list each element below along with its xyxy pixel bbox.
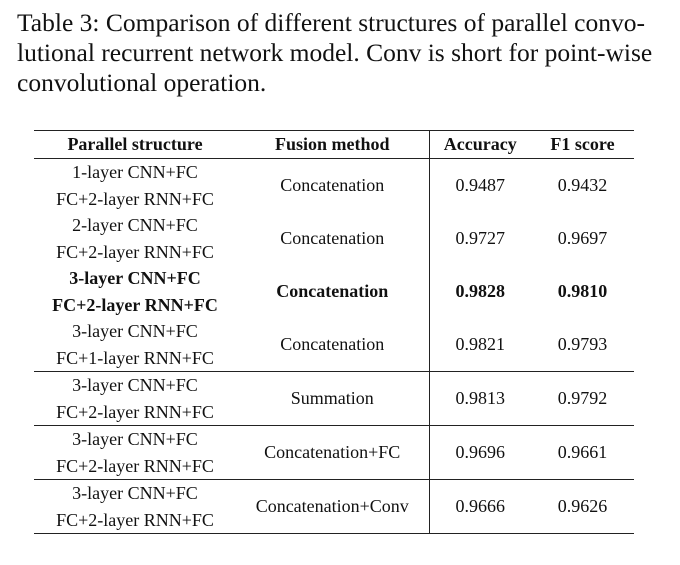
table-caption: Table 3: Comparison of different structu…: [17, 8, 667, 98]
cell-accuracy: 0.9696: [429, 425, 531, 480]
cell-fusion: Concatenation+FC: [236, 425, 430, 480]
header-fusion-method: Fusion method: [236, 130, 430, 159]
caption-line: lutional recurrent network model. Conv i…: [17, 38, 653, 67]
cell-f1: 0.9661: [531, 425, 634, 480]
structure-line: 3-layer CNN+FC: [72, 375, 198, 395]
cell-f1: 0.9792: [531, 371, 634, 426]
table-row: 2-layer CNN+FC FC+2-layer RNN+FC Concate…: [34, 212, 634, 265]
structure-line: FC+1-layer RNN+FC: [56, 347, 214, 368]
header-accuracy: Accuracy: [429, 130, 531, 159]
cell-accuracy: 0.9727: [455, 228, 506, 248]
structure-line: 2-layer CNN+FC: [72, 215, 198, 235]
cell-fusion: Concatenation: [236, 212, 430, 265]
structure-line: FC+2-layer RNN+FC: [56, 401, 214, 422]
header-f1-score: F1 score: [531, 130, 634, 159]
cell-f1: 0.9793: [531, 318, 634, 372]
table-header-row: Parallel structure Fusion method Accurac…: [34, 130, 634, 159]
cell-structure: 3-layer CNN+FC FC+2-layer RNN+FC: [34, 265, 236, 318]
table-row: 3-layer CNN+FC FC+2-layer RNN+FC Summati…: [34, 371, 634, 426]
caption-line: convolutional operation.: [17, 68, 267, 97]
table-row-best: 3-layer CNN+FC FC+2-layer RNN+FC Concate…: [34, 265, 634, 318]
caption-line: Table 3: Comparison of different structu…: [17, 8, 645, 37]
cell-structure: 3-layer CNN+FC FC+2-layer RNN+FC: [34, 425, 236, 480]
structure-line: FC+2-layer RNN+FC: [52, 294, 218, 315]
cell-structure: 3-layer CNN+FC FC+2-layer RNN+FC: [34, 479, 236, 534]
cell-accuracy: 0.9828: [455, 281, 506, 301]
cell-structure: 3-layer CNN+FC FC+1-layer RNN+FC: [34, 318, 236, 372]
cell-f1: 0.9810: [557, 281, 608, 301]
structure-line: FC+2-layer RNN+FC: [56, 241, 214, 262]
cell-fusion: Concatenation: [236, 158, 430, 212]
cell-f1: 0.9626: [531, 479, 634, 534]
header-parallel-structure: Parallel structure: [34, 130, 236, 159]
table-row: 3-layer CNN+FC FC+1-layer RNN+FC Concate…: [34, 318, 634, 372]
comparison-table: Parallel structure Fusion method Accurac…: [34, 130, 634, 534]
table-row: 3-layer CNN+FC FC+2-layer RNN+FC Concate…: [34, 425, 634, 480]
cell-structure: 1-layer CNN+FC FC+2-layer RNN+FC: [34, 159, 236, 213]
cell-accuracy: 0.9487: [455, 175, 506, 195]
cell-accuracy: 0.9666: [429, 479, 531, 534]
cell-fusion: Concatenation: [236, 318, 430, 372]
structure-line: FC+2-layer RNN+FC: [56, 509, 214, 530]
cell-accuracy: 0.9813: [429, 371, 531, 426]
cell-fusion: Concatenation+Conv: [236, 479, 430, 534]
structure-line: 1-layer CNN+FC: [72, 162, 198, 182]
table-row: 3-layer CNN+FC FC+2-layer RNN+FC Concate…: [34, 479, 634, 534]
table-row: 1-layer CNN+FC FC+2-layer RNN+FC Concate…: [34, 158, 634, 213]
cell-structure: 3-layer CNN+FC FC+2-layer RNN+FC: [34, 371, 236, 426]
structure-line: 3-layer CNN+FC: [72, 429, 198, 449]
cell-structure: 2-layer CNN+FC FC+2-layer RNN+FC: [34, 212, 236, 265]
structure-line: 3-layer CNN+FC: [72, 483, 198, 503]
structure-line: FC+2-layer RNN+FC: [56, 188, 214, 209]
cell-f1: 0.9697: [557, 228, 608, 248]
structure-line: 3-layer CNN+FC: [72, 321, 198, 341]
cell-fusion: Concatenation: [236, 265, 430, 318]
structure-line: FC+2-layer RNN+FC: [56, 455, 214, 476]
cell-accuracy: 0.9821: [429, 318, 531, 372]
cell-fusion: Summation: [236, 371, 430, 426]
structure-line: 3-layer CNN+FC: [69, 268, 201, 288]
cell-f1: 0.9432: [557, 175, 608, 195]
